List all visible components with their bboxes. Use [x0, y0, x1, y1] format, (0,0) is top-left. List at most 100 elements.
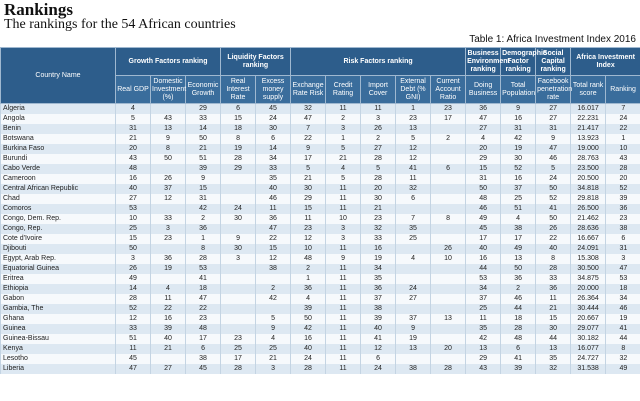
- column-header: Real GDP: [115, 75, 151, 104]
- country-cell: Angola: [0, 114, 116, 124]
- table-cell: 50: [535, 184, 571, 194]
- table-cell: 31: [465, 174, 501, 184]
- column-header: Doing Business: [465, 75, 502, 104]
- table-cell: 17: [220, 354, 256, 364]
- table-cell: 38: [395, 364, 431, 374]
- table-cell: 39: [150, 324, 186, 334]
- table-cell: 37: [395, 314, 431, 324]
- table-cell: 6: [500, 344, 536, 354]
- column-header: Total Population: [500, 75, 537, 104]
- country-cell: Gabon: [0, 294, 116, 304]
- column-header: Real Interest Rate: [220, 75, 257, 104]
- table-cell: 2: [255, 284, 291, 294]
- table-cell: [430, 334, 466, 344]
- table-cell: 50: [535, 214, 571, 224]
- table-cell: 22: [150, 304, 186, 314]
- table-cell: 27: [360, 144, 396, 154]
- table-cell: 11: [255, 204, 291, 214]
- table-row: Ghana 12 16 23 5 50 11 39 37 13 11 18 15 20.667 19: [0, 314, 640, 324]
- table-cell: 39: [605, 194, 640, 204]
- table-cell: 15: [465, 164, 501, 174]
- table-cell: 27: [535, 114, 571, 124]
- table-cell: 21: [290, 174, 326, 184]
- table-cell: 11: [325, 103, 361, 114]
- table-cell: 24: [220, 204, 256, 214]
- table-cell: 24.727: [570, 354, 606, 364]
- country-cell: Equatorial Guinea: [0, 264, 116, 274]
- table-cell: [220, 294, 256, 304]
- table-cell: 48: [465, 194, 501, 204]
- column-header: Credit Rating: [325, 75, 362, 104]
- table-cell: [430, 234, 466, 244]
- table-cell: 3: [220, 254, 256, 264]
- table-row: Botswana 21 9 50 8 6 22 1 2 5 2 4 42 9 13.923 1: [0, 134, 640, 144]
- table-cell: 33: [535, 274, 571, 284]
- table-cell: 9: [184, 174, 221, 184]
- country-cell: Comoros: [0, 204, 116, 214]
- table-cell: 15: [184, 184, 221, 194]
- table-cell: 5: [395, 134, 431, 144]
- table-cell: 22: [290, 134, 326, 144]
- table-cell: 24: [360, 364, 396, 374]
- table-cell: 2: [184, 214, 221, 224]
- table-cell: 20.667: [570, 314, 606, 324]
- table-cell: 35: [465, 324, 501, 334]
- table-cell: 19: [360, 254, 396, 264]
- table-row: Burkina Faso 20 8 21 19 14 9 5 27 12 20 19 47 19.000 1…: [0, 144, 640, 154]
- table-cell: 34.875: [570, 274, 606, 284]
- table-cell: 21.417: [570, 124, 606, 134]
- table-cell: 17: [290, 154, 326, 164]
- table-cell: 53: [115, 204, 151, 214]
- table-cell: 24: [255, 114, 291, 124]
- table-cell: 39: [184, 164, 221, 174]
- table-cell: 11: [115, 344, 151, 354]
- table-cell: 3: [115, 254, 151, 264]
- table-cell: 24.091: [570, 244, 606, 254]
- table-cell: 12: [150, 194, 186, 204]
- table-cell: 20: [115, 144, 151, 154]
- table-cell: [150, 274, 186, 284]
- table-row: Cabo Verde 48 39 29 33 5 4 5 41 6 15 52 5 23.500 28: [0, 164, 640, 174]
- country-cell: Benin: [0, 124, 116, 134]
- table-cell: 47: [290, 114, 326, 124]
- table-cell: 23: [220, 334, 256, 344]
- table-cell: 31: [605, 244, 640, 254]
- table-cell: 10: [430, 254, 466, 264]
- table-cell: 26: [360, 124, 396, 134]
- table-cell: 42: [255, 294, 291, 304]
- table-cell: 7: [605, 103, 640, 114]
- table-cell: 23.500: [570, 164, 606, 174]
- table-cell: 44: [605, 334, 640, 344]
- table-cell: 24: [395, 284, 431, 294]
- table-row: Djibouti 50 8 30 15 10 11 16 26 40 49 40 24.091 31: [0, 244, 640, 254]
- table-cell: 13: [535, 344, 571, 354]
- table-cell: 21: [115, 134, 151, 144]
- country-cell: Gambia, The: [0, 304, 116, 314]
- table-cell: 27: [395, 294, 431, 304]
- table-cell: [150, 354, 186, 364]
- table-cell: 32: [395, 184, 431, 194]
- table-cell: 31: [115, 124, 151, 134]
- table-cell: 11: [325, 264, 361, 274]
- table-cell: 20.500: [570, 174, 606, 184]
- country-cell: Congo, Dem. Rep.: [0, 214, 116, 224]
- table-cell: 22: [535, 234, 571, 244]
- table-cell: 35: [255, 174, 291, 184]
- table-cell: 52: [500, 164, 536, 174]
- table-cell: 11: [325, 304, 361, 314]
- table-cell: 41: [395, 164, 431, 174]
- table-cell: 11: [325, 364, 361, 374]
- table-cell: 37: [360, 294, 396, 304]
- table-cell: 6: [220, 103, 256, 114]
- table-cell: 5: [255, 314, 291, 324]
- table-cell: 39: [360, 314, 396, 324]
- table-cell: [430, 224, 466, 234]
- table-cell: 19: [395, 334, 431, 344]
- table-cell: 15.308: [570, 254, 606, 264]
- table-cell: 2: [430, 134, 466, 144]
- country-cell: Eritrea: [0, 274, 116, 284]
- table-cell: 43: [115, 154, 151, 164]
- table-cell: 3: [150, 224, 186, 234]
- table-cell: [430, 144, 466, 154]
- country-cell: Burundi: [0, 154, 116, 164]
